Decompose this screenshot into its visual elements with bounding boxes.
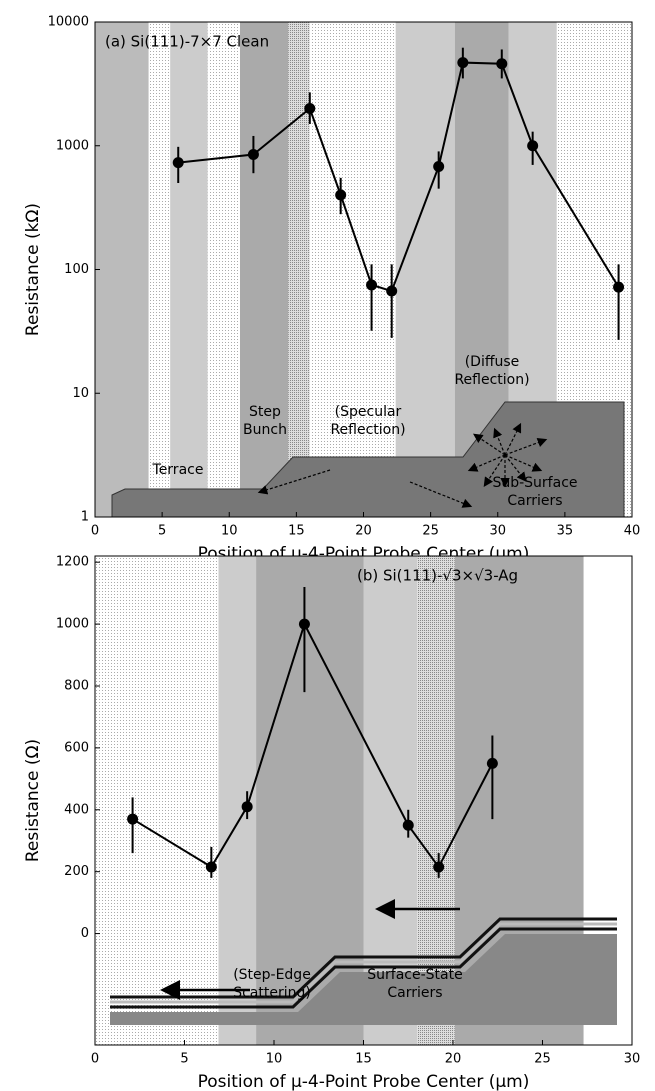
annotation: Bunch (243, 422, 287, 438)
y-tick-label: 100 (64, 262, 89, 277)
surface-layer (110, 927, 617, 1009)
surface-schematic (110, 934, 617, 1025)
background-band (288, 22, 310, 517)
data-point (127, 813, 139, 825)
surface-layer (110, 922, 617, 1004)
x-tick-label: 15 (355, 1052, 372, 1067)
arrow (504, 454, 527, 482)
data-point (304, 102, 316, 114)
background-band (395, 22, 455, 517)
annotation: Step (249, 404, 281, 420)
annotation: Carriers (387, 985, 442, 1001)
arrow (504, 454, 543, 472)
y-axis-label: Resistance (Ω) (23, 739, 43, 862)
annotation: Reflection) (454, 372, 529, 388)
annotation: (Step-Edge (233, 967, 311, 983)
surface-layer (110, 917, 617, 999)
background-band (148, 22, 171, 517)
y-tick-label: 1 (81, 510, 89, 525)
data-point (527, 140, 539, 152)
x-tick-label: 25 (422, 524, 439, 539)
y-tick-label: 10000 (48, 15, 89, 30)
background-band (95, 22, 149, 517)
data-point (486, 757, 498, 769)
x-tick-label: 0 (91, 1052, 99, 1067)
data-point (172, 157, 184, 169)
x-tick-label: 15 (288, 524, 305, 539)
data-point (433, 861, 445, 873)
y-tick-label: 1000 (56, 617, 89, 632)
x-tick-label: 25 (534, 1052, 551, 1067)
y-tick-label: 400 (64, 802, 89, 817)
y-tick-label: 1000 (56, 138, 89, 153)
background-band (95, 556, 219, 1045)
data-point (496, 58, 508, 70)
arrow (493, 427, 506, 456)
background-band (170, 22, 208, 517)
data-point (298, 618, 310, 630)
data-point (205, 861, 217, 873)
x-tick-label: 35 (557, 524, 574, 539)
annotation: Reflection) (330, 422, 405, 438)
data-point (247, 148, 259, 160)
x-tick-label: 10 (221, 524, 238, 539)
annotation: Surface-State (367, 967, 462, 983)
x-tick-label: 5 (180, 1052, 188, 1067)
data-point (335, 189, 347, 201)
data-point (613, 281, 625, 293)
annotation: (Diffuse (465, 354, 520, 370)
title: (b) Si(111)-√3×√3-Ag (357, 567, 518, 585)
arrow (409, 481, 473, 508)
arrow (257, 469, 331, 495)
arrow (473, 433, 506, 456)
y-tick-label: 200 (64, 864, 89, 879)
x-tick-label: 5 (158, 524, 166, 539)
y-tick-label: 0 (81, 926, 89, 941)
arrow (504, 438, 548, 456)
data-point (241, 801, 253, 813)
annotation: Sub-Surface (492, 475, 577, 491)
x-tick-label: 20 (445, 1052, 462, 1067)
y-tick-label: 600 (64, 740, 89, 755)
x-axis-label: Position of μ-4-Point Probe Center (μm) (198, 1072, 530, 1091)
data-point (402, 819, 414, 831)
annotation: Carriers (507, 493, 562, 509)
y-tick-label: 10 (72, 386, 89, 401)
x-tick-label: 30 (489, 524, 506, 539)
x-tick-label: 30 (624, 1052, 641, 1067)
panel: 0 5 10 15 20 25 30 35 40 1 10 100 1000 10000 (a) Si(11… (23, 15, 640, 565)
y-tick-label: 1200 (56, 555, 89, 570)
arrow (483, 454, 506, 487)
annotation: Scattering) (233, 985, 311, 1001)
background-band (207, 22, 240, 517)
annotation: (Specular (335, 404, 402, 420)
arrow (504, 422, 522, 456)
title: (a) Si(111)-7×7 Clean (105, 33, 269, 51)
data-point (457, 57, 469, 69)
annotation: Terrace (152, 462, 204, 478)
background-band (309, 22, 396, 517)
x-tick-label: 10 (266, 1052, 283, 1067)
data-point (386, 285, 398, 297)
y-axis-label: Resistance (kΩ) (23, 203, 43, 336)
y-tick-label: 800 (64, 678, 89, 693)
background-band (239, 22, 289, 517)
data-point (433, 160, 445, 172)
data-point (366, 279, 378, 291)
panel: 0 5 10 15 20 25 30 0 200 400 600 800 1000 1200 (b) Si(… (23, 555, 640, 1091)
x-tick-label: 20 (355, 524, 372, 539)
x-tick-label: 40 (624, 524, 641, 539)
x-tick-label: 0 (91, 524, 99, 539)
arrow (467, 454, 506, 472)
